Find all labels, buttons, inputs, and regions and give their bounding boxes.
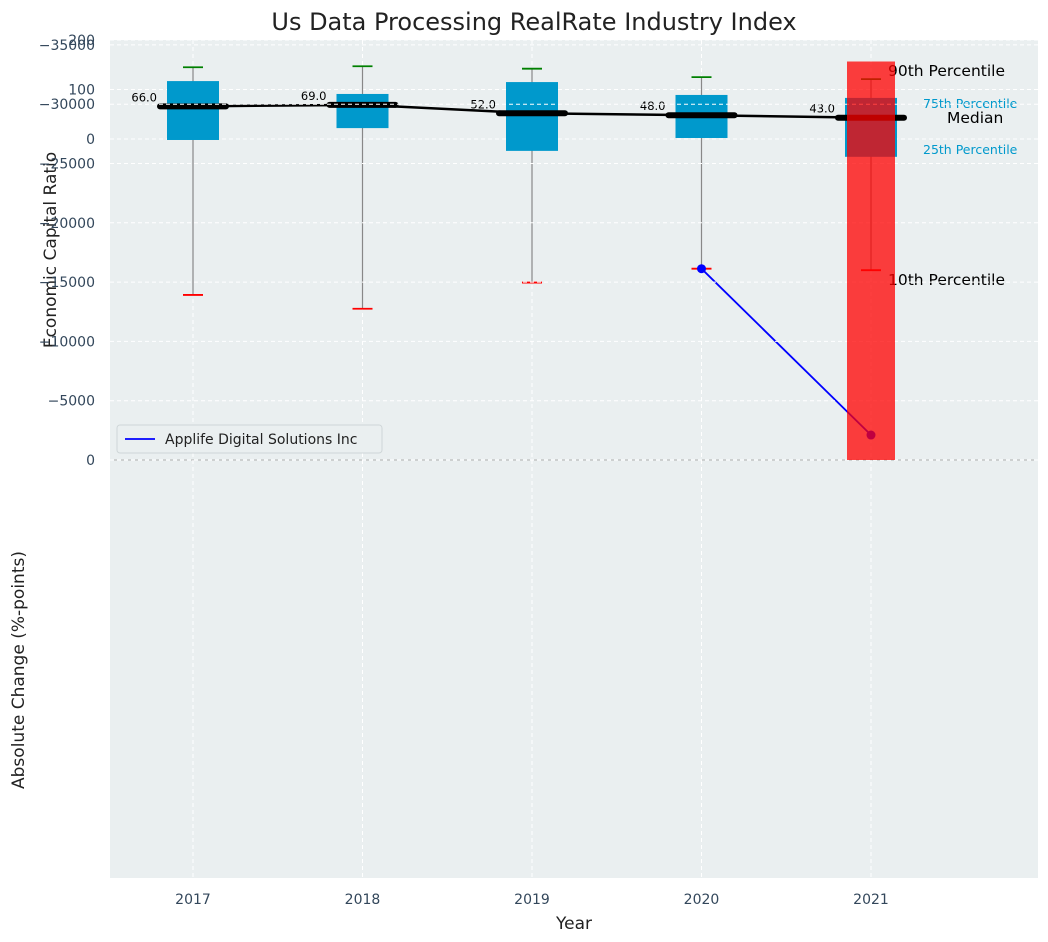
legend: Applife Digital Solutions Inc — [116, 424, 383, 454]
bottom-y-tick-label: −35000 — [39, 38, 95, 54]
bottom-y-axis-label: Absolute Change (%-points) — [9, 551, 29, 789]
x-tick-label: 2018 — [345, 892, 381, 908]
bottom-y-ticks: 0 −5000 −10000 −15000 −20000 −25000 −30000 −350… — [39, 38, 95, 469]
x-tick-label: 2021 — [853, 892, 889, 908]
median-value-label: 48.0 — [640, 99, 666, 113]
top-y-axis-label: Economic Capital Ratio — [41, 152, 61, 348]
median-trend — [192, 103, 872, 119]
box-plots: 66.0 69.052.0 48.0 43.0 — [131, 65, 907, 310]
top-y-tick-label: 0 — [86, 132, 95, 148]
bottom-y-tick-label: −15000 — [39, 275, 95, 291]
top-y-tick-label: 200 — [68, 33, 95, 49]
top-plot-area — [110, 40, 1038, 460]
median-value-label: 43.0 — [809, 102, 835, 116]
bottom-y-tick-label: −30000 — [39, 97, 95, 113]
legend-box — [116, 424, 383, 454]
bottom-plot-area — [110, 460, 1038, 878]
x-tick-label: 2019 — [514, 892, 550, 908]
bottom-y-tick-label: −5000 — [48, 394, 95, 410]
top-y-ticks: 0 100 200 — [68, 33, 95, 148]
annotation-p10: 10th Percentile — [888, 271, 1005, 289]
median-value-label: 66.0 — [131, 90, 157, 104]
bottom-y-tick-label: −20000 — [39, 216, 95, 232]
company-point — [697, 264, 706, 274]
iqr-box — [336, 93, 389, 129]
legend-label: Applife Digital Solutions Inc — [165, 432, 357, 448]
annotation-median: Median — [947, 109, 1003, 127]
x-tick-label: 2020 — [684, 892, 720, 908]
annotation-p75: 75th Percentile — [923, 96, 1018, 111]
bottom-y-tick-label: −10000 — [39, 334, 95, 350]
x-axis-label: Year — [555, 914, 592, 934]
chart-title: Us Data Processing RealRate Industry Ind… — [271, 8, 796, 36]
bottom-y-tick-label: 0 — [86, 453, 95, 469]
annotation-p90: 90th Percentile — [888, 62, 1005, 80]
x-ticks: 2017 2018 2019 2020 2021 — [175, 892, 889, 908]
iqr-box — [506, 82, 558, 151]
median-value-label: 69.0 — [301, 89, 327, 103]
change-bar — [847, 61, 895, 461]
top-y-tick-label: 100 — [68, 83, 95, 99]
change-bars — [847, 61, 895, 461]
annotation-p25: 25th Percentile — [923, 142, 1018, 157]
company-line — [700, 268, 872, 436]
x-tick-label: 2017 — [175, 892, 211, 908]
bottom-y-tick-label: −25000 — [39, 157, 95, 173]
iqr-box — [167, 81, 219, 140]
median-trend-line — [192, 103, 872, 119]
